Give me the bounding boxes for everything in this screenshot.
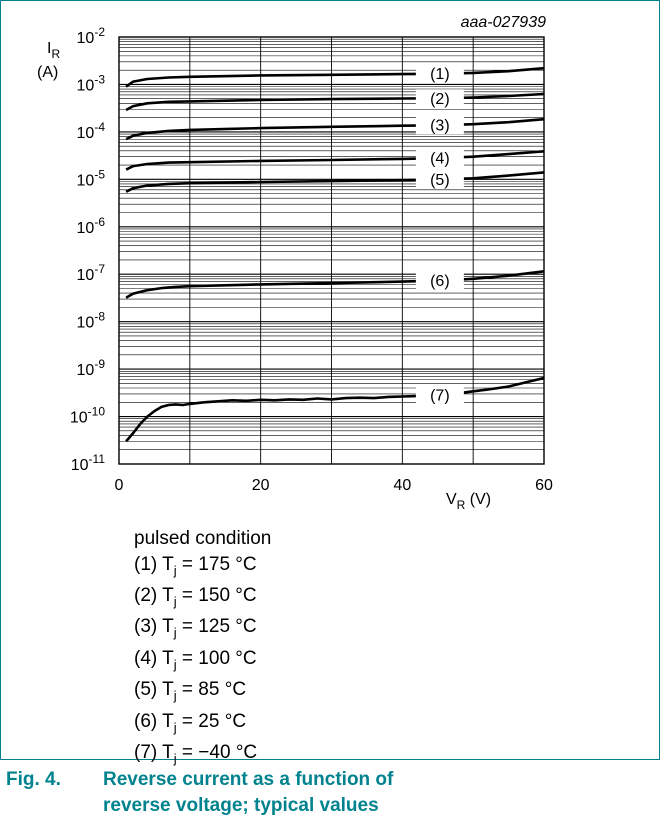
y-tick-label: 10-6 — [77, 215, 106, 237]
series-line-2 — [125, 92, 545, 112]
x-axis-label: VR (V) — [446, 491, 491, 512]
legend-items: (1) Tj = 175 °C (2) Tj = 150 °C (3) Tj = 1… — [134, 552, 271, 772]
x-tick-label: 60 — [535, 477, 553, 494]
y-tick-label: 10-9 — [77, 357, 106, 379]
series-label: (2) — [430, 91, 450, 108]
y-tick-label: 10-3 — [77, 72, 106, 94]
series-label-bg — [415, 271, 464, 290]
legend: pulsed condition (1) Tj = 175 °C (2) Tj =… — [134, 526, 271, 771]
series-label: (4) — [430, 151, 450, 168]
x-tick-label: 20 — [252, 477, 270, 494]
legend-item: (5) Tj = 85 °C — [134, 679, 247, 703]
legend-item: (1) Tj = 175 °C — [134, 553, 257, 578]
series-line-6 — [125, 270, 545, 299]
legend-heading: pulsed condition — [134, 528, 272, 549]
figure-id-label: aaa-027939 — [461, 14, 547, 31]
y-tick-label: 10-10 — [70, 405, 105, 427]
axis-labels: 10-2 10-3 10-4 10-5 10-6 10-7 10-8 10-9 10-10 10-… — [37, 14, 553, 512]
series-label: (5) — [430, 172, 450, 189]
y-axis-label: IR — [47, 40, 60, 61]
series-label-bg — [415, 386, 464, 405]
series-line-1 — [125, 66, 545, 88]
series-line-4 — [125, 150, 545, 171]
legend-item: (2) Tj = 150 °C — [134, 584, 257, 609]
series-label-bg — [415, 89, 464, 108]
legend-item: (3) Tj = 125 °C — [134, 616, 257, 641]
x-tick-label: 40 — [393, 477, 411, 494]
y-tick-label: 10-2 — [77, 25, 106, 47]
plot-border — [118, 36, 545, 465]
series-label-bg — [415, 64, 464, 83]
y-tick-label: 10-4 — [77, 120, 106, 142]
series-line-3 — [125, 117, 545, 141]
legend-item: (6) Tj = 25 °C — [134, 710, 247, 735]
y-tick-label: 10-8 — [77, 310, 106, 332]
legend-item: (7) Tj = −40 °C — [134, 741, 258, 766]
figure-frame: (1) (2) (3) (4) (5) (6) (7) 10-2 10-3 10-4 10-5 10… — [0, 0, 660, 766]
series-line-7 — [125, 376, 545, 443]
series-label-bg — [415, 170, 464, 189]
series-layer: (1) (2) (3) (4) (5) (6) (7) — [125, 64, 545, 443]
series-label: (1) — [430, 66, 450, 83]
series-label-bg — [415, 116, 464, 135]
series-label: (7) — [430, 388, 450, 405]
y-axis-unit: (A) — [37, 64, 58, 81]
grid — [118, 36, 545, 465]
series-label: (3) — [430, 118, 450, 135]
figure-title: Reverse current as a function of reverse… — [103, 769, 394, 816]
figure-number: Fig. 4. — [6, 769, 61, 790]
y-tick-label: 10-7 — [77, 262, 106, 284]
y-tick-label: 10-5 — [77, 167, 106, 189]
legend-item: (4) Tj = 100 °C — [134, 647, 257, 672]
reverse-current-chart: (1)(2)(3)(4)(5)(6)(7) 10-210-310-410-510… — [37, 14, 553, 512]
x-tick-label: 0 — [115, 477, 124, 494]
y-tick-label: 10-11 — [71, 452, 106, 474]
series-line-5 — [125, 171, 545, 193]
series-label: (6) — [430, 273, 450, 290]
series-label-bg — [415, 149, 464, 168]
